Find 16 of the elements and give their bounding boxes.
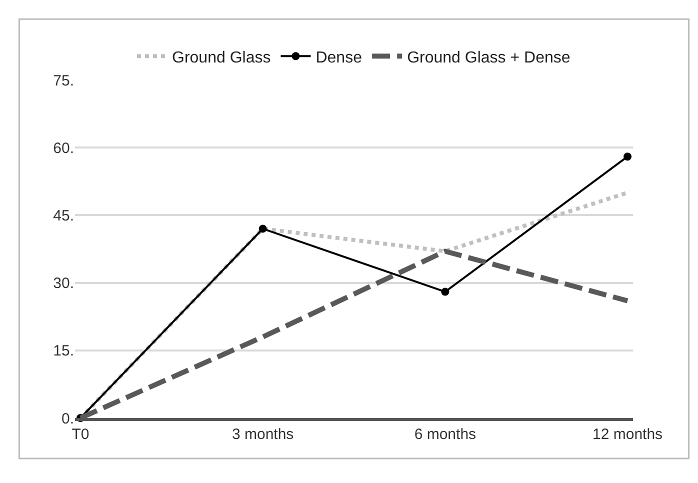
y-tick-label: 75.: [53, 72, 74, 90]
y-tick-label: 15.: [53, 342, 74, 360]
x-tick-label: T0: [72, 426, 90, 443]
y-tick-label: 60.: [53, 140, 74, 157]
x-tick-label: 3 months: [232, 426, 294, 443]
legend-label: Dense: [316, 49, 362, 66]
point: [258, 224, 267, 233]
y-tick-label: 45.: [53, 207, 74, 224]
legend-label: Ground Glass: [172, 49, 271, 66]
point: [624, 152, 632, 161]
point: [441, 288, 450, 296]
x-tick-label: 12 months: [592, 426, 663, 443]
y-tick-label: 30.: [53, 275, 74, 292]
legend-label: Ground Glass + Dense: [407, 49, 570, 66]
x-tick-label: 6 months: [414, 426, 476, 443]
y-tick-label: 0.: [61, 410, 74, 428]
